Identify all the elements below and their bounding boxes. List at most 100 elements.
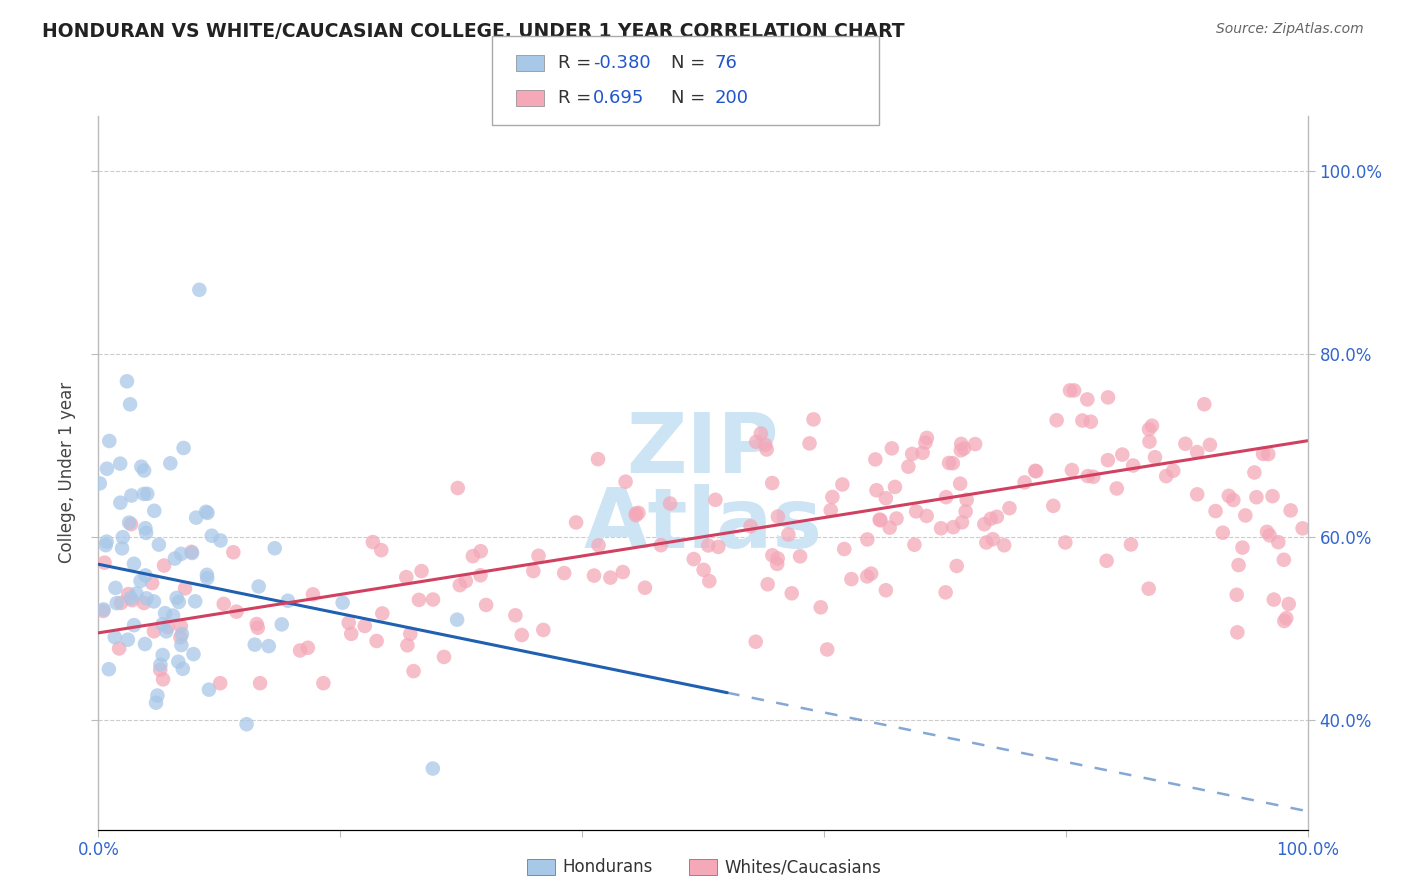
Point: [188, 283, 211, 297]
Point: [122, 618, 145, 632]
Point: [911, 446, 934, 460]
Point: [950, 437, 973, 451]
Point: [449, 578, 471, 592]
Point: [905, 504, 928, 518]
Point: [886, 511, 908, 525]
Point: [270, 617, 292, 632]
Point: [1227, 558, 1250, 572]
Point: [134, 637, 156, 651]
Point: [945, 558, 967, 573]
Point: [118, 516, 141, 530]
Point: [93, 556, 115, 570]
Point: [361, 535, 384, 549]
Point: [111, 541, 134, 556]
Point: [884, 480, 907, 494]
Point: [170, 627, 193, 641]
Point: [263, 541, 285, 556]
Text: Source: ZipAtlas.com: Source: ZipAtlas.com: [1216, 22, 1364, 37]
Point: [104, 630, 127, 644]
Point: [155, 624, 177, 639]
Point: [745, 434, 768, 449]
Point: [778, 527, 800, 541]
Point: [1267, 535, 1289, 549]
Point: [167, 595, 190, 609]
Text: 200: 200: [714, 89, 748, 107]
Point: [820, 503, 842, 517]
Point: [212, 597, 235, 611]
Point: [183, 647, 205, 661]
Point: [395, 570, 418, 584]
Point: [527, 549, 550, 563]
Point: [935, 490, 957, 504]
Point: [120, 517, 142, 532]
Point: [1185, 487, 1208, 501]
Point: [1258, 528, 1281, 542]
Point: [1077, 469, 1099, 483]
Point: [766, 509, 789, 524]
Point: [754, 438, 776, 452]
Point: [749, 426, 772, 441]
Point: [98, 434, 121, 448]
Point: [94, 538, 117, 552]
Point: [692, 563, 714, 577]
Point: [1218, 489, 1240, 503]
Point: [148, 538, 170, 552]
Point: [132, 596, 155, 610]
Point: [915, 431, 938, 445]
Point: [156, 620, 179, 634]
Point: [332, 596, 354, 610]
Point: [1097, 390, 1119, 404]
Point: [257, 639, 280, 653]
Point: [953, 442, 976, 456]
Point: [950, 516, 973, 530]
Point: [865, 483, 887, 498]
Point: [821, 490, 844, 504]
Point: [740, 519, 762, 533]
Point: [1261, 489, 1284, 503]
Point: [312, 676, 335, 690]
Point: [1119, 537, 1142, 551]
Point: [766, 551, 789, 566]
Point: [1080, 415, 1102, 429]
Point: [531, 623, 554, 637]
Point: [914, 435, 936, 450]
Point: [91, 604, 114, 618]
Point: [195, 505, 218, 519]
Point: [755, 442, 778, 457]
Point: [1226, 625, 1249, 640]
Point: [399, 627, 422, 641]
Point: [1071, 413, 1094, 427]
Point: [1139, 434, 1161, 449]
Point: [903, 538, 925, 552]
Point: [277, 594, 299, 608]
Point: [170, 619, 193, 633]
Point: [832, 541, 855, 556]
Point: [108, 641, 131, 656]
Point: [1243, 466, 1265, 480]
Point: [117, 587, 139, 601]
Point: [198, 682, 221, 697]
Point: [447, 481, 470, 495]
Point: [134, 568, 156, 582]
Point: [875, 491, 897, 506]
Point: [152, 648, 174, 662]
Point: [1105, 482, 1128, 496]
Point: [981, 532, 1004, 546]
Point: [142, 624, 165, 639]
Point: [659, 496, 682, 510]
Point: [172, 662, 194, 676]
Point: [1272, 614, 1295, 628]
Point: [159, 456, 181, 470]
Point: [1256, 524, 1278, 539]
Text: N =: N =: [671, 89, 710, 107]
Point: [454, 574, 477, 588]
Point: [955, 504, 977, 518]
Point: [186, 510, 208, 524]
Point: [111, 530, 134, 544]
Point: [942, 456, 965, 470]
Point: [614, 475, 637, 489]
Point: [222, 545, 245, 559]
Text: Hondurans: Hondurans: [562, 858, 652, 876]
Point: [744, 634, 766, 648]
Point: [302, 587, 325, 601]
